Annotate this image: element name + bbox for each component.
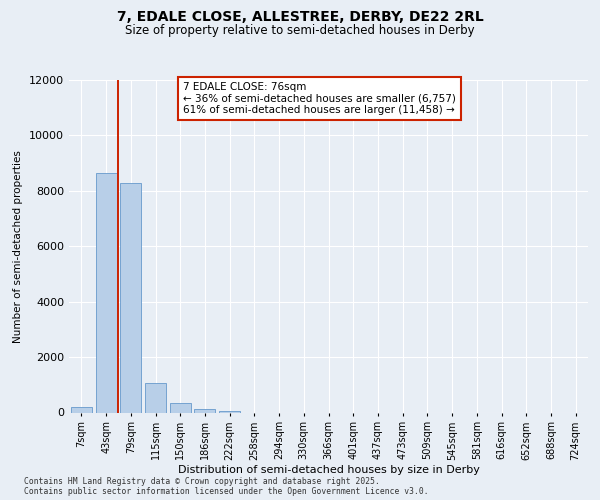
- Bar: [120, 182, 141, 412]
- Text: 7 EDALE CLOSE: 76sqm
← 36% of semi-detached houses are smaller (6,757)
61% of se: 7 EDALE CLOSE: 76sqm ← 36% of semi-detac…: [183, 82, 456, 115]
- Bar: [71, 407, 92, 412]
- Bar: [219, 411, 240, 412]
- Bar: [194, 409, 215, 412]
- X-axis label: Distribution of semi-detached houses by size in Derby: Distribution of semi-detached houses by …: [178, 465, 479, 475]
- Text: Contains HM Land Registry data © Crown copyright and database right 2025.
Contai: Contains HM Land Registry data © Crown c…: [24, 476, 428, 496]
- Bar: [170, 404, 191, 412]
- Text: 7, EDALE CLOSE, ALLESTREE, DERBY, DE22 2RL: 7, EDALE CLOSE, ALLESTREE, DERBY, DE22 2…: [116, 10, 484, 24]
- Bar: [145, 384, 166, 412]
- Text: Size of property relative to semi-detached houses in Derby: Size of property relative to semi-detach…: [125, 24, 475, 37]
- Bar: [95, 173, 116, 412]
- Y-axis label: Number of semi-detached properties: Number of semi-detached properties: [13, 150, 23, 342]
